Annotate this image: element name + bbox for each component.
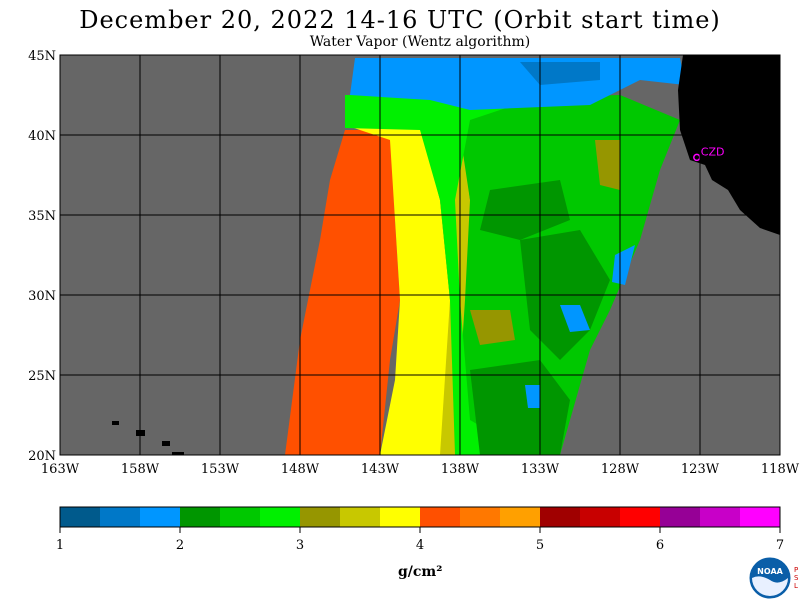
colorbar-tick-label: 2 <box>176 538 184 553</box>
colorbar-unit-label: g/cm² <box>398 564 443 580</box>
island <box>172 452 184 455</box>
latitude-labels: 45N 40N 35N 30N 25N 20N <box>28 49 56 464</box>
lat-tick-label: 35N <box>28 209 56 224</box>
swath-dark-green-patch-3 <box>480 180 570 240</box>
page-subtitle: Water Vapor (Wentz algorithm) <box>309 34 531 50</box>
island <box>112 421 119 425</box>
swath-blue-patch-2 <box>560 305 590 332</box>
lon-tick-label: 148W <box>281 462 320 477</box>
longitude-labels: 163W 158W 153W 148W 143W 138W 133W 128W 123W 118W <box>41 462 800 477</box>
colorbar-tick-label: 6 <box>656 538 664 553</box>
colorbar-swatch <box>500 507 541 527</box>
lat-tick-label: 40N <box>28 129 56 144</box>
lon-tick-label: 118W <box>761 462 800 477</box>
lon-tick-label: 143W <box>361 462 400 477</box>
colorbar-tick-label: 5 <box>536 538 544 553</box>
colorbar-tick-label: 1 <box>56 538 64 553</box>
swath-blue-zone <box>350 58 685 110</box>
colorbar-swatch <box>580 507 621 527</box>
noaa-logo: NOAA <box>748 556 792 600</box>
lat-tick-label: 45N <box>28 49 56 64</box>
swath-bright-green-zone <box>345 95 530 455</box>
station-label: CZD <box>701 145 725 158</box>
island <box>162 441 170 446</box>
colorbar-swatch <box>420 507 461 527</box>
logo-text: NOAA <box>757 567 783 576</box>
colorbar-swatch <box>660 507 701 527</box>
colorbar <box>59 506 781 528</box>
lon-tick-label: 153W <box>201 462 240 477</box>
lon-tick-label: 163W <box>41 462 80 477</box>
colorbar-swatch <box>700 507 741 527</box>
colorbar-swatch <box>260 507 301 527</box>
lat-tick-label: 25N <box>28 369 56 384</box>
colorbar-swatch <box>380 507 421 527</box>
colorbar-swatch <box>620 507 661 527</box>
colorbar-swatch <box>140 507 181 527</box>
lon-tick-label: 133W <box>521 462 560 477</box>
page-title: December 20, 2022 14-16 UTC (Orbit start… <box>79 6 721 34</box>
lat-tick-label: 30N <box>28 289 56 304</box>
colorbar-swatch <box>180 507 221 527</box>
swath-dark-green-patch-2 <box>470 360 570 455</box>
colorbar-swatch <box>300 507 341 527</box>
colorbar-swatch <box>100 507 141 527</box>
colorbar-swatch <box>220 507 261 527</box>
swath-blue-patch-3 <box>525 385 540 408</box>
lon-tick-label: 128W <box>601 462 640 477</box>
psl-label: PSL <box>794 566 799 590</box>
lon-tick-label: 138W <box>441 462 480 477</box>
swath-olive-patch-2 <box>595 140 620 190</box>
lat-tick-label: 20N <box>28 449 56 464</box>
colorbar-swatch <box>460 507 501 527</box>
colorbar-swatch <box>60 507 101 527</box>
map-frame <box>59 54 781 456</box>
lon-tick-label: 158W <box>121 462 160 477</box>
swath-yellow-zone <box>345 125 450 455</box>
colorbar-swatch <box>340 507 381 527</box>
colorbar-tick-label: 3 <box>296 538 304 553</box>
swath-blue-patch <box>612 245 635 285</box>
swath-olive-patch <box>470 310 515 345</box>
colorbar-tick-label: 4 <box>416 538 424 553</box>
colorbar-swatch <box>740 507 781 527</box>
data-swath <box>285 58 685 455</box>
colorbar-swatch <box>540 507 581 527</box>
colorbar-tick-label: 7 <box>776 538 784 553</box>
swath-orange-zone <box>285 130 400 455</box>
land-mass <box>678 55 780 235</box>
colorbar-ticks: 1 2 3 4 5 6 7 <box>56 527 784 553</box>
lon-tick-label: 123W <box>681 462 720 477</box>
